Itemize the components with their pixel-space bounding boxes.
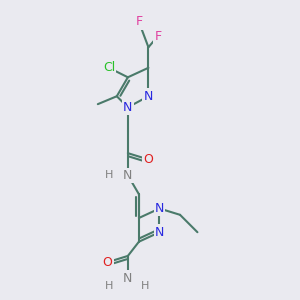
Text: H: H <box>141 281 149 291</box>
Text: N: N <box>123 272 133 285</box>
Text: H: H <box>105 281 113 291</box>
Text: N: N <box>123 101 133 114</box>
Text: H: H <box>105 170 113 180</box>
Text: N: N <box>155 226 164 239</box>
Text: Cl: Cl <box>103 61 115 74</box>
Text: O: O <box>143 153 153 166</box>
Text: N: N <box>155 202 164 215</box>
Text: F: F <box>135 15 142 28</box>
Text: O: O <box>102 256 112 269</box>
Text: N: N <box>123 169 133 182</box>
Text: F: F <box>154 30 161 43</box>
Text: N: N <box>144 90 153 103</box>
